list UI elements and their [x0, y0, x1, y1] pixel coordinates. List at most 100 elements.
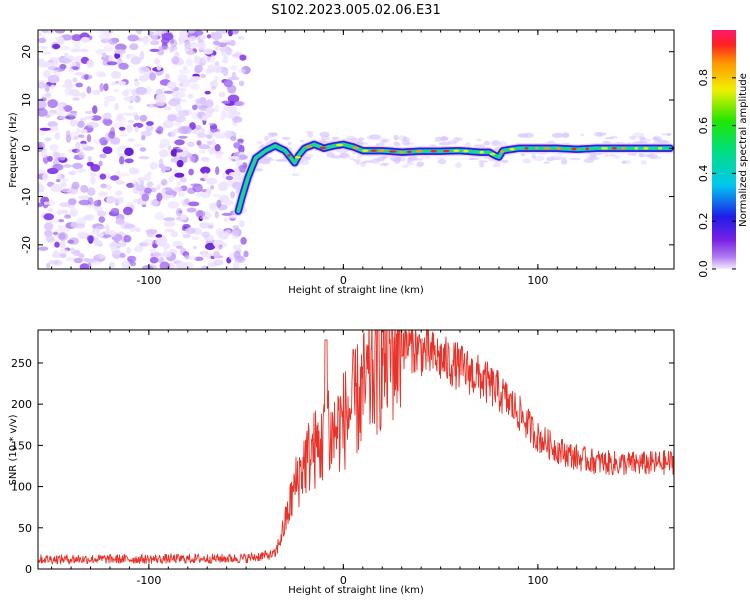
noise-blob [188, 168, 195, 176]
ridge-haze-blob [338, 153, 351, 159]
colorbar-tick-label: 0.2 [697, 212, 710, 230]
noise-blob [86, 235, 95, 243]
spectrogram-y-tick-label: -10 [20, 188, 33, 206]
noise-blob [201, 265, 210, 269]
noise-blob [228, 214, 238, 219]
noise-blob [161, 188, 167, 197]
noise-blob [95, 254, 100, 259]
ridge-haze-blob [455, 137, 463, 141]
noise-blob [50, 84, 56, 90]
ridge-hotspot [500, 150, 505, 153]
noise-blob [110, 175, 120, 181]
ridge-haze-blob [545, 157, 553, 161]
noise-blob [161, 32, 174, 41]
noise-blob [149, 103, 154, 109]
noise-blob [86, 134, 92, 143]
noise-blob [128, 105, 134, 110]
colorbar-tick-label: 0.4 [697, 165, 710, 183]
noise-blob [175, 103, 182, 113]
ridge-haze-blob [360, 161, 366, 168]
noise-blob [222, 106, 231, 111]
noise-blob [78, 48, 90, 53]
ridge-hotspot [406, 150, 412, 154]
spectrogram-x-tick-label: 0 [340, 274, 347, 287]
ridge-hotspot [430, 149, 437, 153]
noise-blob [195, 192, 204, 197]
ridge-haze-blob [613, 155, 621, 159]
noise-blob [200, 55, 211, 64]
noise-blob [201, 231, 211, 238]
noise-blob [60, 45, 71, 51]
noise-blob [162, 123, 168, 128]
noise-blob [208, 122, 214, 126]
noise-blob [165, 167, 171, 171]
ridge-haze-blob [394, 142, 401, 147]
noise-blob [110, 137, 121, 145]
noise-blob [160, 164, 167, 174]
noise-blob [93, 200, 102, 207]
noise-blob [45, 92, 52, 97]
noise-blob [233, 261, 240, 269]
noise-blob [230, 135, 237, 141]
noise-blob [65, 82, 74, 89]
noise-blob [211, 138, 216, 147]
noise-blob [87, 121, 99, 128]
noise-blob [141, 193, 150, 202]
noise-blob [186, 50, 196, 56]
noise-blob [105, 224, 110, 232]
noise-blob [218, 151, 224, 155]
noise-blob [222, 67, 229, 77]
noise-blob [68, 170, 77, 176]
ridge-hotspot [305, 145, 313, 148]
noise-blob [78, 253, 85, 259]
noise-blob [109, 241, 118, 250]
noise-blob [92, 260, 102, 265]
noise-blob [224, 200, 234, 206]
noise-blob [137, 177, 147, 181]
noise-blob [190, 83, 200, 91]
noise-blob [186, 30, 196, 34]
noise-blob [205, 107, 216, 113]
noise-blob [47, 121, 58, 128]
noise-blob [193, 245, 197, 250]
noise-blob [38, 31, 42, 37]
ridge-hotspot [600, 147, 609, 150]
noise-blob [45, 235, 55, 243]
noise-blob [133, 122, 144, 129]
noise-blob [229, 172, 239, 177]
ridge-haze-blob [652, 135, 662, 141]
noise-blob [110, 250, 122, 255]
ridge-haze-blob [355, 160, 360, 165]
snr-y-tick-label: 150 [11, 439, 32, 452]
noise-blob [127, 119, 135, 124]
noise-blob [167, 114, 177, 122]
noise-blob [54, 30, 66, 34]
colorbar-tick-label: 0.8 [697, 69, 710, 87]
noise-blob [72, 97, 80, 101]
spectrogram-x-tick-label: 100 [527, 274, 548, 287]
noise-blob [139, 50, 145, 60]
noise-blob [73, 40, 81, 50]
noise-blob [47, 167, 59, 175]
noise-blob [158, 149, 169, 158]
ridge-haze-blob [271, 133, 278, 136]
noise-blob [180, 151, 187, 157]
noise-blob [90, 176, 96, 185]
noise-blob [155, 93, 167, 103]
snr-y-tick-label: 200 [11, 398, 32, 411]
ridge-hotspot [479, 150, 484, 154]
noise-blob [225, 175, 234, 181]
noise-blob [97, 254, 107, 259]
noise-blob [119, 252, 126, 259]
noise-blob [189, 41, 199, 49]
ridge-haze-blob [406, 162, 415, 166]
ridge-hotspot [611, 147, 617, 150]
noise-blob [134, 126, 139, 133]
ridge-haze-blob [533, 155, 545, 162]
spectrogram-x-tick-label: -100 [136, 274, 161, 287]
ridge-hotspot [370, 149, 377, 152]
noise-blob [181, 229, 187, 236]
noise-blob [221, 59, 229, 64]
noise-blob [117, 81, 127, 86]
noise-blob [56, 179, 61, 183]
